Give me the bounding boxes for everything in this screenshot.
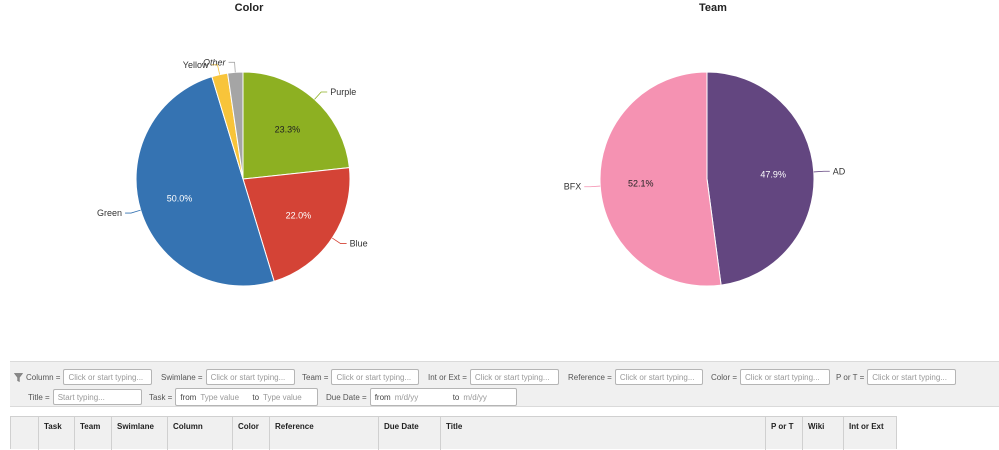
color-filter-input[interactable] [740, 369, 831, 385]
int-or-ext-filter: Int or Ext = [428, 369, 559, 385]
color-label-yellow: Yellow [183, 60, 209, 70]
color-connector-blue [332, 237, 347, 244]
header-p-or-t[interactable]: P or T [765, 417, 802, 450]
header-swimlane[interactable]: Swimlane [111, 417, 167, 450]
team-connector-ad [813, 170, 830, 173]
color-connector-green [125, 209, 141, 214]
charts-area: Color 23.3% Purple 22.0% Blue 50.0% Green Yell… [97, 2, 846, 287]
team-filter-label: Team = [302, 372, 329, 382]
team-slice-bfx[interactable] [599, 71, 722, 287]
title-filter-input[interactable] [52, 389, 142, 405]
column-filter-input[interactable] [63, 369, 153, 385]
team-percent-bfx: 52.1% [628, 178, 654, 188]
team-filter: Team = [302, 369, 420, 385]
task-from-input[interactable] [200, 392, 251, 402]
column-filter: Column = [14, 369, 153, 385]
swimlane-filter-input[interactable] [205, 369, 295, 385]
p-or-t-filter-label: P or T = [836, 372, 865, 382]
team-pie-chart: 47.9% AD 52.1% BFX [564, 71, 846, 287]
color-pie-chart: 23.3% Purple 22.0% Blue 50.0% Green YellowOthe… [97, 57, 368, 287]
color-connector-purple [314, 91, 328, 100]
header-task[interactable]: Task [38, 417, 74, 450]
int-or-ext-filter-input[interactable] [469, 369, 559, 385]
task-filter-label: Task = [149, 392, 173, 402]
color-label-green: Green [97, 208, 122, 218]
task-to-label: to [252, 392, 260, 402]
p-or-t-filter-input[interactable] [867, 369, 957, 385]
header-wiki[interactable]: Wiki [802, 417, 843, 450]
title-filter-label: Title = [28, 392, 50, 402]
column-filter-label: Column = [26, 372, 61, 382]
team-connector-bfx [584, 185, 601, 188]
header-color[interactable]: Color [232, 417, 269, 450]
header-reference[interactable]: Reference [269, 417, 378, 450]
swimlane-filter: Swimlane = [161, 369, 295, 385]
due-date-range: from to [369, 388, 517, 406]
color-connector-yellow [211, 64, 221, 75]
title-filter: Title = [28, 389, 142, 405]
color-label-blue: Blue [350, 239, 368, 249]
due-date-filter-label: Due Date = [326, 392, 367, 402]
task-range: from to [175, 388, 319, 406]
team-label-bfx: BFX [564, 182, 582, 192]
header-team[interactable]: Team [74, 417, 111, 450]
due-date-filter: Due Date = from to [326, 388, 517, 406]
task-from-label: from [180, 392, 197, 402]
header-int-or-ext[interactable]: Int or Ext [843, 417, 896, 450]
filter-icon[interactable] [14, 372, 23, 382]
header-column[interactable]: Column [167, 417, 232, 450]
team-chart-title: Team [699, 2, 727, 14]
due-date-to-input[interactable] [463, 392, 508, 402]
task-to-input[interactable] [263, 392, 312, 402]
team-percent-ad: 47.9% [760, 170, 786, 180]
reference-filter-input[interactable] [614, 369, 703, 385]
color-slice-green[interactable] [135, 76, 275, 287]
header-due-date[interactable]: Due Date [378, 417, 440, 450]
color-filter-label: Color = [711, 372, 738, 382]
due-date-from-input[interactable] [394, 392, 451, 402]
p-or-t-filter: P or T = [836, 369, 957, 385]
team-filter-input[interactable] [331, 369, 420, 385]
due-date-from-label: from [374, 392, 391, 402]
task-filter: Task = from to [149, 388, 319, 406]
color-chart-title: Color [235, 2, 264, 14]
color-slice-purple[interactable] [242, 71, 350, 180]
due-date-to-label: to [452, 392, 460, 402]
color-label-other: Other [203, 57, 227, 67]
color-slice-blue[interactable] [242, 167, 351, 282]
color-label-purple: Purple [330, 87, 356, 97]
color-slice-other[interactable] [227, 71, 244, 180]
color-filter: Color = [711, 369, 831, 385]
color-percent-green: 50.0% [167, 193, 193, 203]
color-connector-other [228, 61, 236, 73]
color-percent-purple: 23.3% [275, 125, 301, 135]
select-column-header[interactable] [11, 417, 38, 450]
reference-filter-label: Reference = [568, 372, 612, 382]
int-or-ext-filter-label: Int or Ext = [428, 372, 467, 382]
header-title[interactable]: Title [440, 417, 765, 450]
table-header: Task Team Swimlane Column Color Referenc… [10, 416, 897, 450]
color-percent-blue: 22.0% [286, 211, 312, 221]
reference-filter: Reference = [568, 369, 703, 385]
swimlane-filter-label: Swimlane = [161, 372, 203, 382]
team-label-ad: AD [833, 166, 846, 176]
filter-bar: Column = Swimlane = Team = Int or Ext = … [10, 361, 999, 407]
